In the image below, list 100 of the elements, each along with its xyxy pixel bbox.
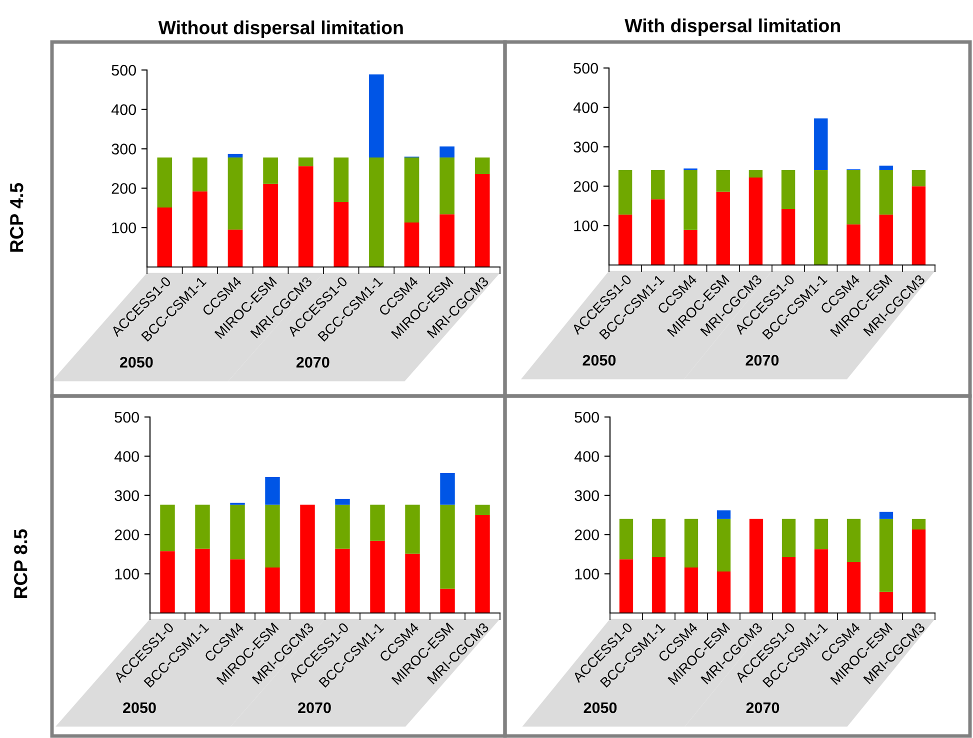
text: 2050 <box>584 702 617 714</box>
bar <box>157 208 172 267</box>
bar <box>475 515 490 613</box>
bar <box>912 186 926 265</box>
bar <box>879 170 893 215</box>
bar <box>265 476 280 505</box>
bar <box>618 214 632 265</box>
y-tick-label: 400 <box>114 451 139 462</box>
bar <box>651 170 665 200</box>
bar <box>879 518 894 592</box>
bar <box>846 562 861 613</box>
bar <box>749 518 764 613</box>
text: 2070 <box>746 354 779 366</box>
bar <box>781 209 796 265</box>
bar <box>619 518 634 560</box>
bar <box>228 230 243 267</box>
text: 2070 <box>746 702 780 714</box>
y-tick-label: 500 <box>112 64 136 76</box>
bar <box>300 504 315 613</box>
bar <box>814 170 828 265</box>
y-axis-title: RCP 8.5 <box>14 529 28 598</box>
bar <box>440 473 455 505</box>
bar <box>160 551 175 613</box>
y-tick-label: 500 <box>574 62 598 74</box>
bar <box>651 199 665 265</box>
bar <box>160 504 175 552</box>
bar <box>716 170 730 192</box>
bar <box>474 157 490 174</box>
text: 2050 <box>582 354 616 366</box>
bar <box>912 170 926 186</box>
bar <box>814 118 828 170</box>
bar <box>748 170 763 178</box>
bar <box>814 518 828 550</box>
bar <box>369 74 384 158</box>
bar <box>334 202 349 267</box>
bar <box>335 504 350 549</box>
bar <box>748 178 763 265</box>
y-tick-label: 300 <box>574 490 599 502</box>
bar <box>879 166 893 170</box>
bar <box>228 154 243 158</box>
y-tick-label: 400 <box>111 104 136 116</box>
bar <box>228 157 243 230</box>
bar <box>716 510 731 519</box>
bar <box>440 214 454 267</box>
text: 2070 <box>296 356 330 368</box>
bar <box>879 592 894 613</box>
bar <box>440 504 455 589</box>
bar <box>846 518 861 562</box>
bar <box>846 170 860 224</box>
bar <box>369 157 384 267</box>
bar <box>618 170 632 215</box>
bar <box>474 174 490 267</box>
bar <box>263 184 278 267</box>
text: 2050 <box>123 702 156 714</box>
bar <box>782 518 796 557</box>
bar <box>370 504 385 541</box>
bar <box>230 504 245 560</box>
bar <box>684 568 698 613</box>
bar <box>230 559 245 613</box>
text: 2050 <box>120 356 153 368</box>
y-tick-label: 500 <box>114 412 139 423</box>
bar <box>192 191 208 267</box>
bar <box>684 230 698 265</box>
bar <box>405 504 420 554</box>
y-tick-label: 200 <box>114 529 139 540</box>
y-tick-label: 200 <box>574 181 598 192</box>
bar <box>404 157 420 222</box>
bar <box>684 518 698 568</box>
bar <box>814 549 828 613</box>
bar <box>475 504 490 515</box>
y-tick-label: 100 <box>112 222 136 234</box>
y-tick-label: 300 <box>112 144 136 154</box>
bar <box>335 498 350 505</box>
y-tick-label: 100 <box>574 220 598 232</box>
bar <box>404 222 420 267</box>
bar <box>782 556 796 613</box>
bar <box>195 548 210 613</box>
y-tick-label: 300 <box>574 142 598 152</box>
bar <box>716 571 731 613</box>
bar <box>846 224 860 265</box>
bar <box>781 170 796 210</box>
bar <box>879 214 893 265</box>
y-tick-label: 200 <box>574 529 599 540</box>
bar <box>265 568 280 613</box>
bar <box>440 588 455 613</box>
y-tick-label: 200 <box>112 183 136 194</box>
y-tick-label: 500 <box>574 412 599 423</box>
bar <box>370 540 385 613</box>
y-tick-label: 100 <box>575 568 599 580</box>
chart-title: Without dispersal limitation <box>158 20 403 38</box>
bar <box>652 518 666 557</box>
y-tick-label: 300 <box>114 490 139 502</box>
bar <box>716 518 731 572</box>
y-tick-label: 400 <box>573 102 598 114</box>
y-tick-label: 100 <box>115 568 139 580</box>
bar <box>912 530 926 613</box>
bar <box>263 157 278 184</box>
y-tick-label: 400 <box>574 451 599 462</box>
bar <box>405 554 420 613</box>
bar <box>334 157 349 202</box>
